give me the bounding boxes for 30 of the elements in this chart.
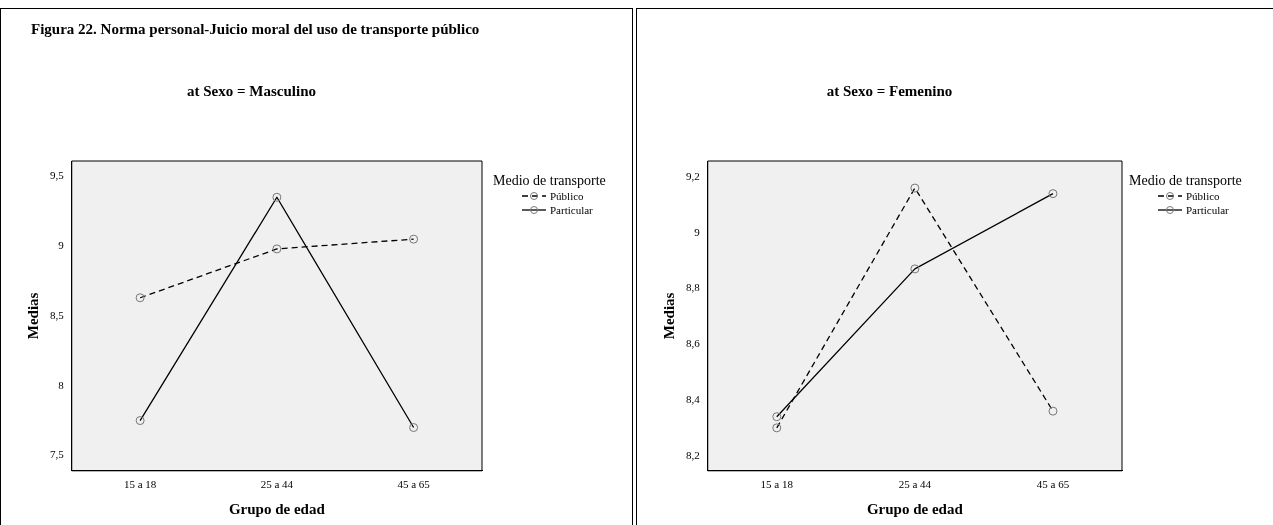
legend-title: Medio de transporte — [493, 173, 606, 189]
y-tick-label: 9,2 — [686, 169, 700, 182]
legend-label: Público — [550, 190, 584, 202]
legend-label: Particular — [1186, 204, 1229, 216]
x-tick-label: 25 a 44 — [898, 478, 932, 491]
legend-label: Particular — [550, 204, 593, 216]
x-axis-title: Grupo de edad — [228, 500, 326, 517]
y-tick-label: 8 — [58, 378, 65, 391]
y-tick-label: 9 — [694, 225, 701, 238]
x-tick-label: 45 a 65 — [397, 478, 431, 491]
x-tick-label: 15 a 18 — [123, 478, 157, 491]
text: Figura 22. Norma personal-Juicio moral del uso de transporte público — [31, 21, 480, 38]
y-axis-title: Medias — [660, 292, 677, 340]
y-tick-label: 7,5 — [50, 448, 65, 461]
x-tick-label: 15 a 18 — [760, 478, 794, 491]
x-tick-label: 45 a 65 — [1036, 478, 1070, 491]
chart-title: at Sexo = Femenino — [826, 82, 953, 99]
y-tick-label: 8,5 — [50, 308, 65, 321]
y-tick-label: 8,6 — [686, 337, 701, 350]
y-tick-label: 9,5 — [50, 169, 65, 182]
y-axis-title: Medias — [24, 292, 41, 340]
legend-title: Medio de transporte — [1129, 173, 1242, 189]
y-tick-label: 8,8 — [686, 281, 701, 294]
x-axis-title: Grupo de edad — [866, 500, 964, 517]
y-tick-label: 8,4 — [686, 392, 701, 405]
y-tick-label: 9 — [58, 239, 65, 252]
chart-title: at Sexo = Masculino — [187, 82, 316, 99]
y-tick-label: 8,2 — [686, 448, 700, 461]
x-tick-label: 25 a 44 — [260, 478, 294, 491]
legend-label: Público — [1186, 190, 1220, 202]
